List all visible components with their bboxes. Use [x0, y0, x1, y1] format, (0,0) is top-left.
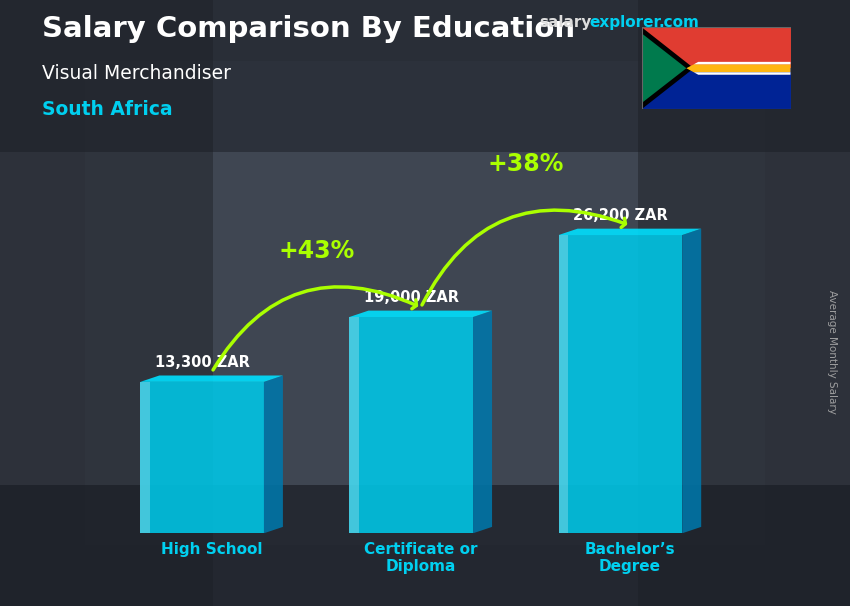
Bar [85, 61, 765, 545]
Bar [642, 68, 790, 109]
Bar [0, 0, 212, 606]
Text: explorer: explorer [589, 15, 661, 30]
Polygon shape [140, 376, 283, 382]
Polygon shape [264, 376, 283, 533]
Polygon shape [694, 72, 790, 75]
Polygon shape [473, 311, 492, 533]
Polygon shape [694, 62, 790, 64]
Text: Average Monthly Salary: Average Monthly Salary [827, 290, 837, 413]
Text: salary: salary [540, 15, 592, 30]
Text: South Africa: South Africa [42, 100, 173, 119]
Polygon shape [558, 228, 701, 235]
Bar [0, 485, 850, 606]
Text: Bachelor’s
Degree: Bachelor’s Degree [585, 542, 675, 574]
Text: Certificate or
Diploma: Certificate or Diploma [364, 542, 478, 574]
Text: .com: .com [659, 15, 700, 30]
Polygon shape [349, 311, 492, 317]
Bar [638, 0, 850, 606]
Text: 26,200 ZAR: 26,200 ZAR [573, 208, 668, 224]
Bar [558, 235, 683, 533]
Polygon shape [642, 33, 686, 103]
Text: Visual Merchandiser: Visual Merchandiser [42, 64, 231, 82]
Text: High School: High School [161, 542, 263, 557]
Bar [349, 317, 360, 533]
Bar [0, 0, 850, 152]
Bar [642, 27, 790, 68]
Polygon shape [683, 228, 701, 533]
Bar [558, 235, 569, 533]
Text: 19,000 ZAR: 19,000 ZAR [364, 290, 459, 305]
Polygon shape [642, 27, 694, 109]
Bar [140, 382, 150, 533]
Polygon shape [686, 64, 790, 72]
Bar [140, 382, 264, 533]
Text: +38%: +38% [487, 152, 564, 176]
Text: Salary Comparison By Education: Salary Comparison By Education [42, 15, 575, 43]
Text: 13,300 ZAR: 13,300 ZAR [155, 355, 250, 370]
Text: +43%: +43% [278, 239, 354, 262]
Bar [349, 317, 473, 533]
